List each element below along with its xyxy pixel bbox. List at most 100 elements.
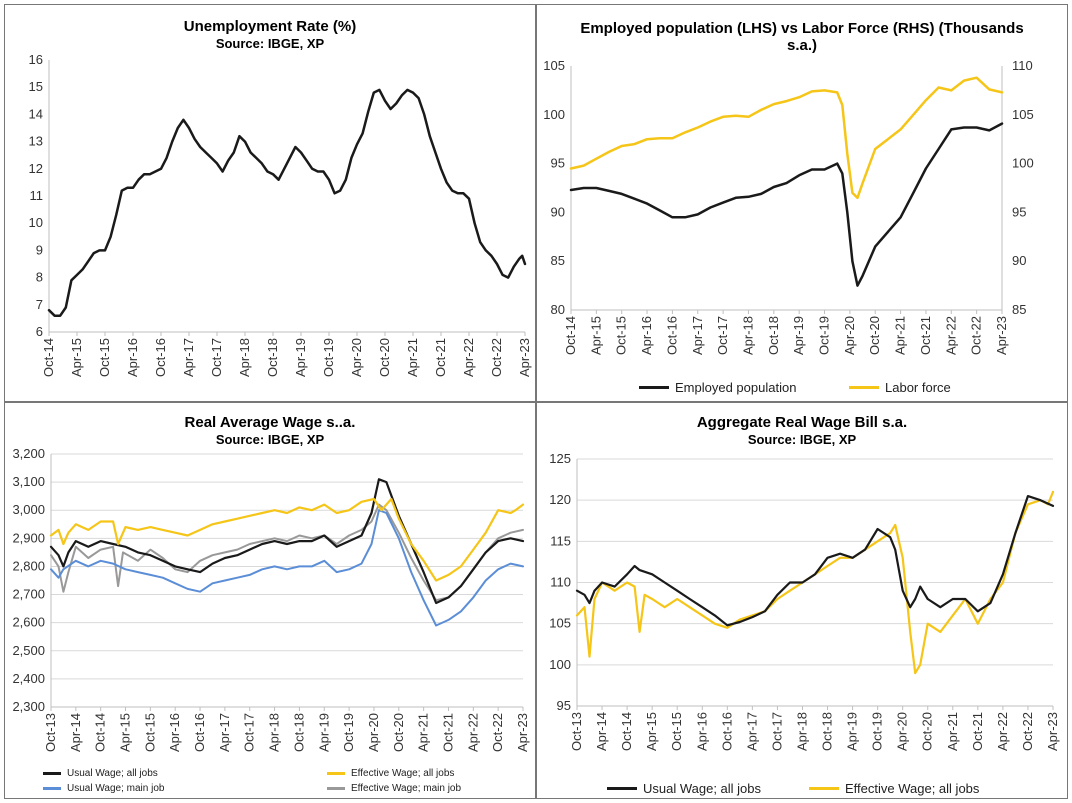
y-tick-label: 120	[549, 492, 571, 507]
series-line-effective-wage-main-job	[50, 503, 524, 602]
x-tick-label: Apr-23	[1045, 712, 1060, 751]
y-tick-label: 115	[550, 533, 571, 548]
chart-title: Unemployment Rate (%)	[183, 18, 357, 35]
y2-tick-label: 85	[1012, 302, 1026, 317]
legend-effective-all: Effective Wage; all jobs	[327, 768, 454, 779]
y-tick-label: 80	[551, 302, 565, 317]
y-tick-label: 12	[29, 161, 43, 176]
y-tick-label: 95	[551, 156, 565, 171]
y-tick-label: 3,200	[12, 446, 45, 461]
x-tick-label: Oct-18	[265, 338, 280, 377]
x-tick-label: Oct-13	[569, 712, 584, 751]
x-tick-label: Oct-17	[715, 316, 730, 355]
x-tick-label: Oct-21	[970, 712, 985, 751]
x-tick-label: Oct-19	[321, 338, 336, 377]
x-tick-label: Apr-15	[644, 712, 659, 751]
y-tick-label: 95	[557, 698, 571, 713]
y-tick-label: 100	[549, 657, 571, 672]
x-tick-label: Oct-22	[489, 338, 504, 377]
series-line-usual-wage-main-job	[50, 509, 524, 627]
y-tick-label: 2,700	[12, 587, 45, 602]
series-line-main	[47, 88, 527, 317]
y2-tick-label: 100	[1012, 156, 1034, 171]
chart-subtitle: s.a.)	[786, 37, 817, 54]
x-tick-label: Oct-19	[817, 316, 832, 355]
legend-swatch-labor-force	[849, 386, 879, 390]
y2-tick-label: 95	[1012, 204, 1026, 219]
x-tick-label: Apr-16	[694, 712, 709, 751]
y-tick-label: 3,000	[12, 502, 45, 517]
x-tick-label: Oct-21	[918, 316, 933, 355]
wage-bill-chart-panel: Aggregate Real Wage Bill s.a. Source: IB…	[536, 402, 1068, 799]
legend-label: Usual Wage; all jobs	[643, 781, 762, 797]
x-tick-label: Oct-16	[192, 713, 207, 752]
x-tick-label: Apr-21	[945, 712, 960, 751]
x-tick-label: Apr-15	[588, 316, 603, 355]
chart-subtitle: Source: IBGE, XP	[215, 432, 325, 447]
x-tick-label: Apr-16	[639, 316, 654, 355]
x-tick-label: Apr-21	[405, 338, 420, 377]
wage-bill-plot: 95 100 105 110 115 120 125 Oct-13 Apr-14 Oct-14 Ap…	[549, 451, 1060, 751]
x-tick-label: Apr-20	[895, 712, 910, 751]
x-tick-label: Apr-15	[69, 338, 84, 377]
x-tick-label: Apr-18	[237, 338, 252, 377]
series-line-effective-wage-all-jobs	[49, 497, 525, 582]
x-tick-label: Oct-20	[391, 713, 406, 752]
x-tick-label: Apr-16	[167, 713, 182, 752]
x-tick-label: Apr-20	[842, 316, 857, 355]
y2-tick-label: 110	[1012, 58, 1033, 73]
x-tick-label: Oct-22	[490, 713, 505, 752]
y-tick-label: 7	[36, 297, 43, 312]
x-tick-label: Apr-19	[845, 712, 860, 751]
y-tick-label: 8	[36, 270, 43, 285]
y-tick-label: 2,800	[12, 558, 45, 573]
x-tick-label: Oct-15	[142, 713, 157, 752]
x-tick-label: Oct-17	[209, 338, 224, 377]
x-tick-label: Apr-17	[217, 713, 232, 752]
legend-employed: Employed population	[639, 379, 796, 395]
x-tick-label: Apr-17	[744, 712, 759, 751]
x-tick-label: Oct-14	[563, 316, 578, 355]
x-tick-label: Oct-14	[619, 712, 634, 751]
legend-label: Labor force	[885, 380, 951, 396]
x-tick-label: Oct-21	[433, 338, 448, 377]
series-line-employed-population	[569, 122, 1004, 287]
y-tick-label: 85	[551, 253, 565, 268]
y-tick-label: 10	[29, 215, 43, 230]
y-tick-label: 2,500	[12, 643, 45, 658]
x-tick-label: Apr-14	[594, 712, 609, 751]
x-tick-label: Oct-20	[920, 712, 935, 751]
y-tick-label: 100	[543, 107, 565, 122]
y-tick-label: 3,100	[12, 474, 45, 489]
legend-labor-force: Labor force	[849, 379, 951, 395]
y2-tick-label: 90	[1012, 253, 1026, 268]
x-tick-label: Apr-16	[125, 338, 140, 377]
x-tick-label: Apr-20	[366, 713, 381, 752]
x-tick-label: Apr-19	[316, 713, 331, 752]
y-tick-label: 105	[549, 616, 571, 631]
series-line-usual-wage-all-jobs	[575, 495, 1055, 627]
x-tick-label: Apr-22	[995, 712, 1010, 751]
legend-label: Employed population	[675, 380, 797, 396]
x-tick-label: Apr-23	[517, 338, 532, 377]
y-tick-label: 2,600	[12, 615, 45, 630]
real-wage-chart-panel: Real Average Wage s..a. Source: IBGE, XP…	[4, 402, 536, 799]
x-tick-label: Apr-15	[118, 713, 133, 752]
legend-label: Effective Wage; all jobs	[351, 768, 455, 779]
legend-label: Usual Wage; main job	[67, 783, 165, 794]
x-tick-label: Apr-19	[791, 316, 806, 355]
legend-usual-main: Usual Wage; main job	[43, 783, 164, 794]
y-tick-label: 13	[29, 134, 43, 149]
legend-swatch	[607, 787, 637, 791]
x-tick-label: Oct-20	[867, 316, 882, 355]
y-tick-label: 15	[29, 79, 43, 94]
real-wage-plot: 2,300 2,400 2,500 2,600 2,700 2,800 2,900 3,000…	[12, 446, 530, 752]
x-tick-label: Apr-22	[465, 713, 480, 752]
x-tick-label: Oct-18	[820, 712, 835, 751]
x-tick-label: Apr-23	[994, 316, 1009, 355]
x-tick-label: Apr-22	[461, 338, 476, 377]
legend-effective-all: Effective Wage; all jobs	[809, 780, 979, 796]
y-tick-label: 110	[550, 575, 571, 590]
x-tick-label: Apr-18	[267, 713, 282, 752]
